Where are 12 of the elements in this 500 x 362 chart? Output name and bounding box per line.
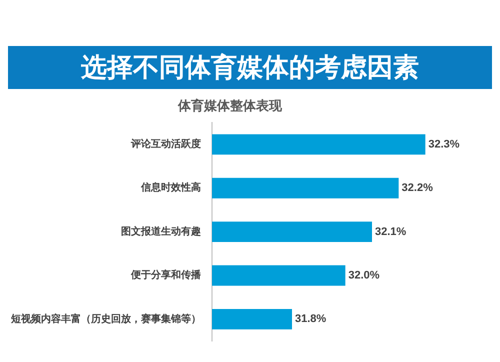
data-label: 32.2% [402,182,434,194]
data-label: 31.8% [295,313,326,326]
data-label: 32.1% [375,226,406,238]
data-label: 32.0% [348,270,380,282]
y-tick-label: 短视频内容丰富（历史回放，赛事集锦等） [10,312,201,325]
y-tick-label: 评论互动活跃度 [130,138,201,150]
chart-subtitle: 体育媒体整体表现 [177,98,283,114]
y-tick-label: 信息时效性高 [140,182,201,194]
y-tick-label: 便于分享和传播 [130,269,202,282]
chart-title: 选择不同体育媒体的考虑因素 [8,46,492,89]
y-tick-label: 图文报道生动有趣 [121,225,201,238]
data-label: 32.3% [428,138,460,150]
